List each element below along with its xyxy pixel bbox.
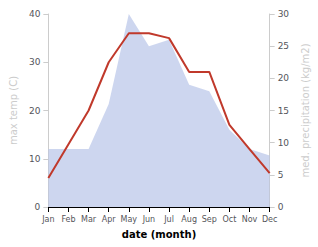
svg-text:0: 0 [278,202,284,212]
svg-text:30: 30 [278,9,290,19]
svg-text:5: 5 [278,170,284,180]
svg-text:Feb: Feb [61,215,75,224]
svg-text:max temp (C): max temp (C) [8,76,19,145]
svg-text:Jan: Jan [41,215,54,224]
svg-text:15: 15 [278,106,289,116]
svg-text:Jun: Jun [142,215,156,224]
svg-text:Nov: Nov [242,215,258,224]
svg-text:date (month): date (month) [122,229,196,240]
svg-text:20: 20 [29,106,41,116]
svg-text:Dec: Dec [262,215,277,224]
svg-text:Aug: Aug [181,215,197,224]
svg-text:30: 30 [29,57,41,67]
svg-text:Sep: Sep [202,215,217,224]
svg-text:Jul: Jul [163,215,174,224]
svg-text:25: 25 [278,41,289,51]
svg-text:May: May [121,215,138,224]
svg-text:10: 10 [278,138,290,148]
svg-text:40: 40 [29,9,41,19]
svg-text:0: 0 [35,202,41,212]
svg-text:Mar: Mar [81,215,97,224]
svg-text:Oct: Oct [222,215,236,224]
svg-text:20: 20 [278,73,290,83]
svg-text:Apr: Apr [102,215,117,224]
svg-text:10: 10 [29,154,41,164]
svg-text:med. precipitation (kg/m2): med. precipitation (kg/m2) [300,43,311,177]
